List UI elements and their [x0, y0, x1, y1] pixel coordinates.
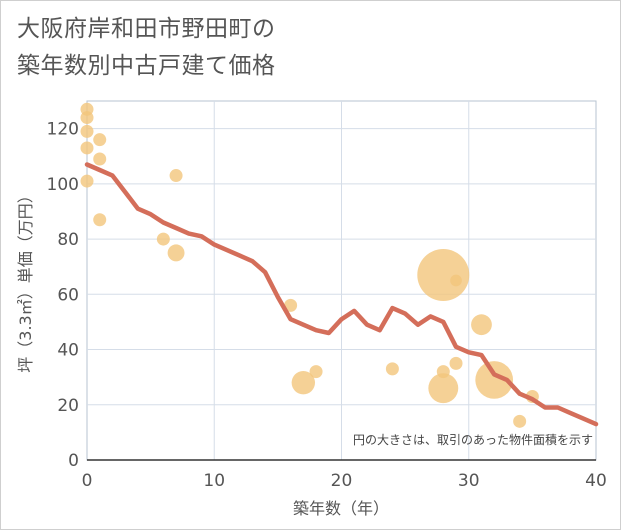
scatter-point [385, 362, 399, 376]
scatter-point [284, 298, 298, 312]
scatter-point [156, 232, 170, 246]
size-note: 円の大きさは、取引のあった物件面積を示す [353, 432, 593, 447]
scatter-point [93, 133, 107, 147]
y-tick-label: 100 [47, 175, 79, 195]
y-axis-ticks: 0 20 40 60 80 100 120 [47, 120, 79, 471]
scatter-point [428, 373, 459, 404]
y-tick-label: 40 [57, 341, 79, 361]
scatter-point [80, 174, 94, 188]
scatter-point [309, 365, 323, 379]
x-axis-ticks: 0 10 20 30 40 [82, 471, 607, 491]
scatter-point [291, 370, 316, 395]
grid-lines [87, 101, 596, 461]
scatter-point [169, 169, 183, 183]
scatter-point [449, 356, 463, 370]
chart-title-line-1: 大阪府岸和田市野田町の [17, 16, 276, 42]
y-tick-label: 80 [57, 230, 79, 250]
x-tick-label: 20 [331, 471, 353, 491]
scatter-point [475, 361, 514, 399]
scatter-point [167, 244, 185, 262]
y-axis-label: 坪（3.3㎡）単価（万円） [16, 187, 35, 372]
x-tick-label: 40 [585, 471, 607, 491]
scatter-point [93, 152, 107, 166]
x-tick-label: 10 [203, 471, 225, 491]
y-tick-label: 0 [68, 451, 79, 471]
x-axis-label: 築年数（年） [293, 499, 389, 518]
x-tick-label: 30 [458, 471, 480, 491]
scatter-point [471, 314, 492, 336]
y-tick-label: 20 [57, 396, 79, 416]
y-tick-label: 60 [57, 285, 79, 305]
scatter-point [513, 414, 527, 428]
scatter-point [80, 124, 94, 138]
scatter-point [417, 248, 470, 301]
scatter-point [80, 111, 94, 125]
scatter-point [450, 274, 462, 287]
x-tick-label: 0 [82, 471, 93, 491]
y-tick-label: 120 [47, 120, 79, 140]
scatter-point [93, 213, 107, 227]
trend-line [84, 162, 599, 427]
scatter-point [80, 141, 94, 155]
chart-title-line-2: 築年数別中古戸建て価格 [17, 53, 276, 79]
trend-line-group [84, 162, 599, 427]
scatter-points [80, 102, 539, 428]
chart-title: 大阪府岸和田市野田町の 築年数別中古戸建て価格 [17, 11, 537, 85]
